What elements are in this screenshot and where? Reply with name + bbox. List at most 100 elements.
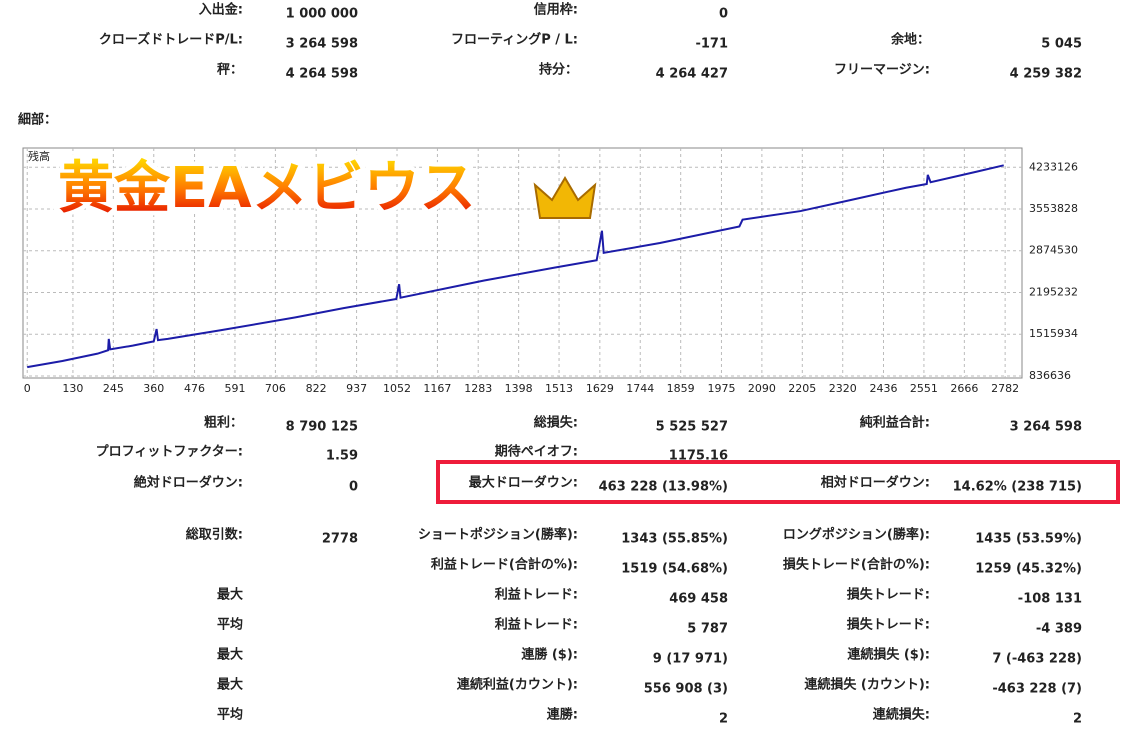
x-tick-label: 1513 [545, 382, 573, 395]
x-tick-label: 245 [103, 382, 124, 395]
field-label: 最大ドローダウン: [469, 475, 578, 491]
field-label: 連勝: [547, 707, 578, 723]
field-label: ロングポジション(勝率): [783, 527, 930, 543]
field-value: -4 389 [1036, 622, 1082, 637]
field-label: クローズドトレードP/L: [99, 32, 243, 48]
x-tick-label: 130 [62, 382, 83, 395]
field-label: 連続損失: [873, 707, 930, 723]
field-label: 連続利益(カウント): [457, 677, 578, 693]
x-tick-label: 1744 [626, 382, 654, 395]
field-label: 平均 [217, 617, 243, 633]
field-label: フローティングP / L: [451, 32, 578, 48]
field-label: 連勝 ($): [521, 647, 578, 663]
field-value: 556 908 (3) [644, 682, 728, 697]
field-label: 絶対ドローダウン: [133, 475, 243, 491]
field-value: 4 259 382 [1010, 67, 1082, 82]
x-tick-label: 0 [24, 382, 31, 395]
x-tick-label: 2666 [950, 382, 978, 395]
y-tick-label: 836636 [1029, 369, 1071, 382]
x-tick-label: 1629 [586, 382, 614, 395]
field-value: 3 264 598 [1010, 420, 1082, 435]
field-label: 損失トレード(合計の%): [783, 557, 930, 573]
field-value: 4 264 598 [286, 67, 358, 82]
balance-line [27, 164, 1004, 369]
field-label: 最大 [217, 587, 243, 603]
field-value: 5 525 527 [656, 420, 728, 435]
crown-icon [533, 176, 597, 219]
field-value: 469 458 [669, 592, 728, 607]
field-label: 損失トレード: [847, 617, 930, 633]
x-tick-label: 1283 [464, 382, 492, 395]
details-label: 細部： [18, 112, 57, 128]
x-tick-label: 2090 [748, 382, 776, 395]
field-label: 期待ペイオフ: [495, 444, 578, 460]
field-value: 1343 (55.85%) [621, 532, 728, 547]
field-value: 14.62% (238 715) [953, 480, 1082, 495]
x-tick-label: 2551 [910, 382, 938, 395]
field-value: 5 787 [687, 622, 728, 637]
x-tick-label: 591 [224, 382, 245, 395]
highlight-box [436, 460, 1120, 504]
field-label: 最大 [217, 647, 243, 663]
y-tick-label: 4233126 [1029, 160, 1078, 173]
field-label: 入出金: [199, 2, 243, 18]
field-label: 利益トレード: [495, 617, 578, 633]
x-tick-label: 706 [265, 382, 286, 395]
field-value: 7 (-463 228) [992, 652, 1082, 667]
field-label: 連続損失 ($): [847, 647, 930, 663]
field-value: 5 045 [1041, 37, 1082, 52]
field-value: 1435 (53.59%) [975, 532, 1082, 547]
field-label: 粗利： [204, 415, 243, 431]
field-label: 純利益合計: [860, 415, 930, 431]
field-label: 利益トレード: [495, 587, 578, 603]
field-value: 2778 [322, 532, 358, 547]
y-tick-label: 2874530 [1029, 244, 1078, 257]
field-value: 1.59 [326, 449, 358, 464]
field-value: 0 [349, 480, 358, 495]
tables: 入出金: 1 000 000 信用枠: 0 クローズドトレードP/L: 3 264 598… [96, 2, 1082, 727]
series-label: 残高 [28, 149, 50, 163]
field-label: 秤： [217, 62, 243, 78]
field-value: 0 [719, 7, 728, 22]
field-value: 1 000 000 [286, 7, 358, 22]
plot-area [22, 147, 1023, 379]
field-label: 総損失: [534, 415, 578, 431]
x-tick-label: 1167 [423, 382, 451, 395]
field-label: 総取引数: [186, 527, 243, 543]
x-tick-label: 1052 [383, 382, 411, 395]
field-label: 持分： [539, 62, 578, 78]
x-tick-label: 937 [346, 382, 367, 395]
field-label: ショートポジション(勝率): [418, 527, 578, 543]
x-tick-label: 822 [306, 382, 327, 395]
field-value: 1259 (45.32%) [975, 562, 1082, 577]
field-label: 相対ドローダウン: [821, 475, 930, 491]
grid [23, 148, 1022, 378]
x-tick-label: 2782 [991, 382, 1019, 395]
x-tick-label: 1398 [505, 382, 533, 395]
y-tick-label: 3553828 [1029, 202, 1078, 215]
x-tick-label: 476 [184, 382, 205, 395]
field-value: 1175.16 [669, 449, 728, 464]
field-value: 2 [719, 712, 728, 727]
field-label: フリーマージン: [834, 63, 930, 78]
field-value: 8 790 125 [286, 420, 358, 435]
field-label: 余地： [890, 32, 930, 48]
field-label: 平均 [217, 707, 243, 723]
field-label: 利益トレード(合計の%): [431, 557, 578, 573]
field-value: -463 228 (7) [992, 682, 1082, 697]
x-tick-label: 2436 [870, 382, 898, 395]
field-label: プロフィットファクター: [96, 445, 243, 460]
field-label: 連続損失 (カウント): [804, 677, 930, 693]
overlay-title: 黄金EAメビウス [58, 156, 476, 221]
field-value: 1519 (54.68%) [621, 562, 728, 577]
x-tick-label: 1975 [707, 382, 735, 395]
y-tick-label: 2195232 [1029, 285, 1078, 298]
field-value: 4 264 427 [656, 67, 728, 82]
field-label: 信用枠: [534, 2, 578, 18]
x-tick-label: 360 [143, 382, 164, 395]
field-value: 463 228 (13.98%) [599, 480, 728, 495]
field-value: 9 (17 971) [653, 652, 728, 667]
x-tick-label: 1859 [667, 382, 695, 395]
field-value: -108 131 [1018, 592, 1082, 607]
